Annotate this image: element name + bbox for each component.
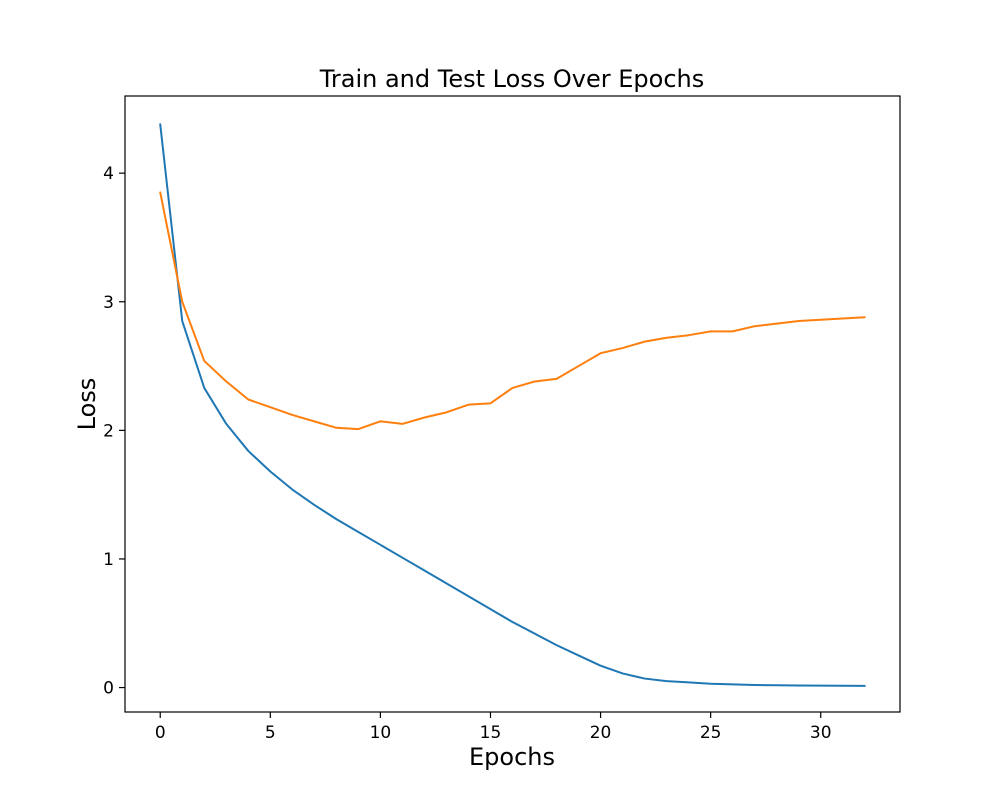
y-tick-label: 2 xyxy=(103,421,114,441)
x-tick-label: 5 xyxy=(265,723,276,743)
x-tick-label: 30 xyxy=(810,723,832,743)
y-tick-label: 4 xyxy=(103,164,114,184)
x-axis-label: Epochs xyxy=(469,743,555,771)
x-axis-ticks: 0 5 10 15 20 25 30 xyxy=(155,712,832,743)
axes-frame xyxy=(124,95,901,713)
y-tick-label: 3 xyxy=(103,293,114,313)
series-line-1 xyxy=(159,191,866,431)
x-tick-label: 10 xyxy=(370,723,392,743)
series-layer xyxy=(159,123,866,687)
x-tick-label: 0 xyxy=(155,723,166,743)
x-tick-label: 20 xyxy=(590,723,612,743)
x-tick-label: 15 xyxy=(480,723,502,743)
series-line-0 xyxy=(159,123,866,687)
y-tick-label: 0 xyxy=(103,679,114,699)
y-tick-label: 1 xyxy=(103,550,114,570)
y-axis-label: Loss xyxy=(73,378,101,431)
chart-title: Train and Test Loss Over Epochs xyxy=(319,65,705,93)
plot-area xyxy=(124,95,901,713)
y-axis-ticks: 0 1 2 3 4 xyxy=(103,164,125,699)
x-tick-label: 25 xyxy=(700,723,722,743)
